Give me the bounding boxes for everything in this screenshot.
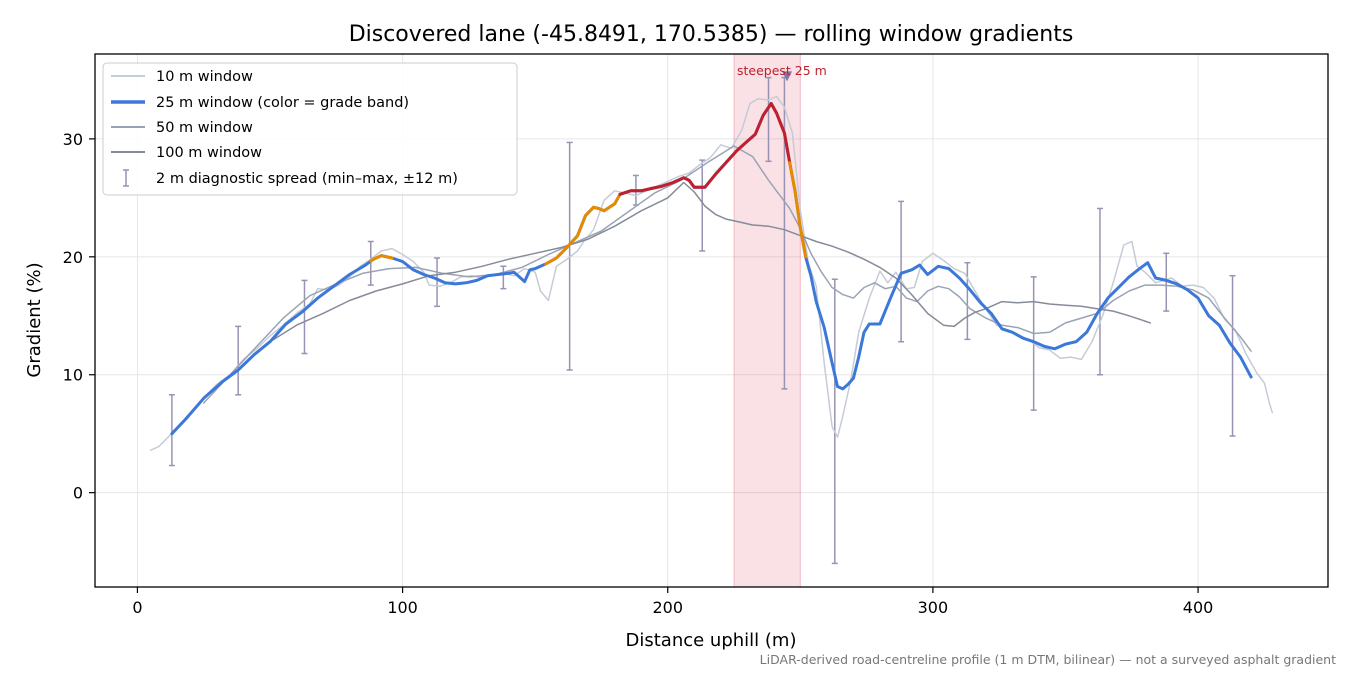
grade-band-segment <box>544 192 622 266</box>
steepest-annotation: steepest 25 m <box>737 63 827 78</box>
steepest-marker-triangle <box>782 71 793 82</box>
grade-band-segment <box>788 161 808 259</box>
errorbar <box>699 159 706 252</box>
y-tick-label: 20 <box>63 248 83 267</box>
line-series <box>149 95 1274 451</box>
legend-label-100m: 100 m window <box>156 145 262 161</box>
grade-band-segment <box>369 254 394 263</box>
errorbar <box>898 200 905 343</box>
errorbar <box>1096 207 1103 376</box>
x-tick-label: 100 <box>387 598 418 617</box>
x-tick-label: 200 <box>652 598 683 617</box>
series-line-0 <box>149 95 1274 451</box>
errorbar <box>235 325 242 396</box>
errorbar <box>831 278 838 565</box>
y-tick-label: 0 <box>73 484 83 503</box>
series-line-3 <box>269 181 1152 343</box>
y-axis-label: Gradient (%) <box>24 262 45 377</box>
x-tick-label: 400 <box>1183 598 1214 617</box>
errorbar <box>765 76 772 163</box>
y-tick-label: 30 <box>63 130 83 149</box>
errorbar <box>964 261 971 341</box>
steepest-marker <box>782 71 793 82</box>
x-axis-label: Distance uphill (m) <box>626 630 797 651</box>
errorbar <box>434 257 441 308</box>
errorbar <box>168 394 175 467</box>
errorbar <box>301 279 308 355</box>
x-tick-label: 300 <box>918 598 949 617</box>
legend-label-spread: 2 m diagnostic spread (min–max, ±12 m) <box>156 171 458 187</box>
footnote: LiDAR-derived road-centreline profile (1… <box>760 652 1336 667</box>
legend: 10 m window 25 m window (color = grade b… <box>102 62 518 196</box>
errorbar <box>367 240 374 286</box>
grade-band-segment <box>618 102 792 196</box>
legend-swatch-errorbar <box>123 169 129 187</box>
chart-title: Discovered lane (-45.8491, 170.5385) — r… <box>349 22 1074 47</box>
errorbar <box>1163 252 1170 312</box>
steepest-span-rect <box>733 53 801 588</box>
plot-frame <box>94 53 1329 588</box>
errorbar <box>500 265 507 290</box>
legend-box <box>102 62 518 196</box>
x-axis-ticks: 0 100 200 300 400 <box>132 587 1213 617</box>
y-tick-label: 10 <box>63 366 83 385</box>
legend-label-10m: 10 m window <box>156 69 253 85</box>
legend-label-50m: 50 m window <box>156 120 253 136</box>
legend-label-25m: 25 m window (color = grade band) <box>156 95 409 111</box>
errorbar <box>1229 274 1236 437</box>
y-axis-ticks: 0 10 20 30 <box>63 130 95 503</box>
x-tick-label: 0 <box>132 598 142 617</box>
highlight-span <box>733 53 801 588</box>
